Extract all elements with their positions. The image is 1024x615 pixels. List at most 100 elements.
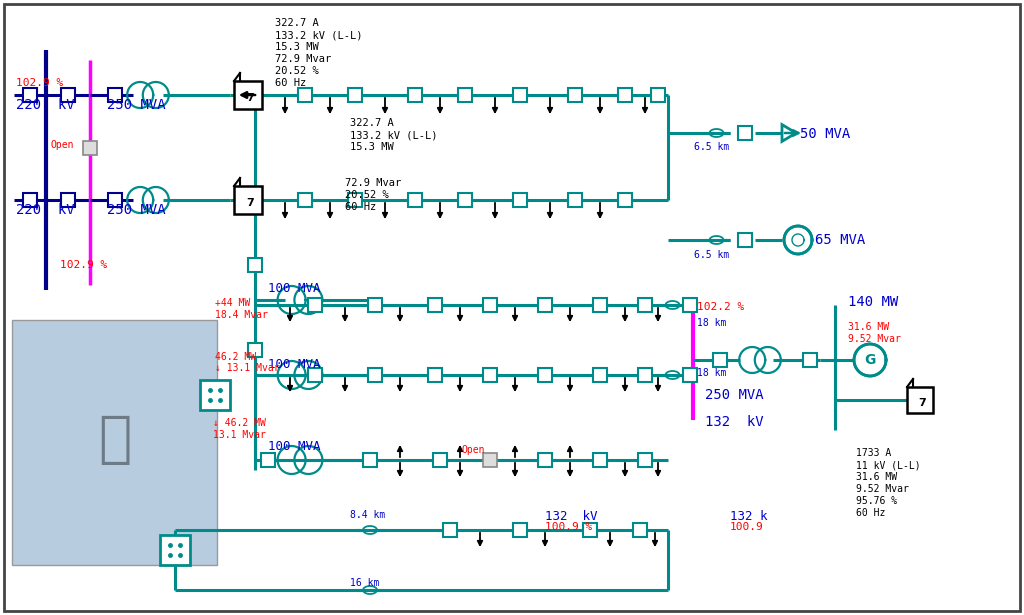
Bar (568, 88, 582, 102)
Text: 95.76 %: 95.76 % (856, 496, 897, 506)
Text: 20.52 %: 20.52 % (345, 190, 389, 200)
Text: 250 MVA: 250 MVA (106, 203, 166, 217)
Text: Open: Open (462, 445, 485, 455)
Text: 220  kV: 220 kV (16, 203, 75, 217)
Text: 31.6 MW: 31.6 MW (856, 472, 897, 482)
Text: 133.2 kV (L-L): 133.2 kV (L-L) (350, 130, 437, 140)
Bar (368, 298, 382, 312)
Text: 18 km: 18 km (697, 368, 726, 378)
Text: 132  kV: 132 kV (545, 510, 597, 523)
Bar (234, 81, 262, 109)
Bar (160, 535, 190, 565)
Bar (298, 88, 312, 102)
Text: 102.9 %: 102.9 % (16, 78, 63, 88)
Circle shape (784, 226, 812, 254)
Bar (538, 453, 552, 467)
Bar (12, 320, 217, 565)
Text: 72.9 Mvar: 72.9 Mvar (345, 178, 401, 188)
Bar (248, 258, 262, 272)
Text: 6.5 km: 6.5 km (694, 142, 729, 152)
Bar (538, 368, 552, 382)
Bar (583, 523, 597, 537)
Text: 72.9 Mvar: 72.9 Mvar (275, 54, 331, 64)
Text: 133.2 kV (L-L): 133.2 kV (L-L) (275, 30, 362, 40)
Circle shape (854, 344, 886, 376)
Text: 7: 7 (246, 198, 254, 208)
Bar (108, 193, 122, 207)
Bar (348, 88, 362, 102)
Bar (108, 88, 122, 102)
Bar (483, 368, 497, 382)
Bar (200, 380, 230, 410)
Text: 140 MW: 140 MW (848, 295, 898, 309)
Text: 7: 7 (246, 93, 254, 103)
Text: 8.4 km: 8.4 km (350, 510, 385, 520)
Bar (483, 453, 497, 467)
Bar (907, 387, 933, 413)
Bar (234, 186, 262, 214)
Text: 100.9 %: 100.9 % (545, 522, 592, 532)
Text: 250 MVA: 250 MVA (705, 388, 764, 402)
Bar (443, 523, 457, 537)
Bar (483, 298, 497, 312)
Text: 60 Hz: 60 Hz (275, 78, 306, 88)
Bar (683, 368, 697, 382)
Text: ↓ 13.1 Mvar: ↓ 13.1 Mvar (215, 363, 280, 373)
Bar (593, 453, 607, 467)
Text: 60 Hz: 60 Hz (856, 508, 886, 518)
Bar (633, 523, 647, 537)
Bar (683, 298, 697, 312)
Text: ↓ 46.2 MW: ↓ 46.2 MW (213, 418, 266, 428)
Text: 11 kV (L-L): 11 kV (L-L) (856, 460, 921, 470)
Bar (298, 193, 312, 207)
Bar (568, 193, 582, 207)
Bar (803, 353, 817, 367)
Text: 100 MVA: 100 MVA (268, 440, 321, 453)
Text: 13.1 Mvar: 13.1 Mvar (213, 430, 266, 440)
Bar (738, 233, 752, 247)
Bar (593, 368, 607, 382)
Bar (618, 193, 632, 207)
Bar (308, 298, 322, 312)
Bar (23, 193, 37, 207)
Bar (638, 298, 652, 312)
Bar (408, 88, 422, 102)
Bar (428, 298, 442, 312)
Text: 7: 7 (919, 398, 926, 408)
Bar (513, 193, 527, 207)
Text: G: G (864, 353, 876, 367)
Text: 322.7 A: 322.7 A (275, 18, 318, 28)
Text: 9.52 Mvar: 9.52 Mvar (848, 334, 901, 344)
Bar (428, 368, 442, 382)
Bar (713, 353, 727, 367)
Text: Open: Open (50, 140, 74, 150)
Bar (248, 343, 262, 357)
Text: +44 MW: +44 MW (215, 298, 250, 308)
Text: 6.5 km: 6.5 km (694, 250, 729, 260)
Bar (513, 88, 527, 102)
Bar (458, 88, 472, 102)
Bar (261, 453, 275, 467)
Bar (83, 141, 97, 155)
Bar (308, 368, 322, 382)
Text: 46.2 MW: 46.2 MW (215, 352, 256, 362)
Text: 31.6 MW: 31.6 MW (848, 322, 889, 332)
Text: 250 MVA: 250 MVA (106, 98, 166, 112)
Text: 220  kV: 220 kV (16, 98, 75, 112)
Bar (738, 126, 752, 140)
Text: 100 MVA: 100 MVA (268, 358, 321, 371)
Text: 🏗: 🏗 (98, 413, 132, 467)
Bar (408, 193, 422, 207)
Text: 9.52 Mvar: 9.52 Mvar (856, 484, 909, 494)
Bar (458, 193, 472, 207)
Text: 100 MVA: 100 MVA (268, 282, 321, 295)
Bar (593, 298, 607, 312)
Bar (651, 88, 665, 102)
Bar (61, 88, 75, 102)
Bar (23, 88, 37, 102)
Polygon shape (782, 125, 796, 141)
Bar (538, 298, 552, 312)
Text: 15.3 MW: 15.3 MW (275, 42, 318, 52)
Text: 18.4 Mvar: 18.4 Mvar (215, 310, 268, 320)
Bar (513, 523, 527, 537)
